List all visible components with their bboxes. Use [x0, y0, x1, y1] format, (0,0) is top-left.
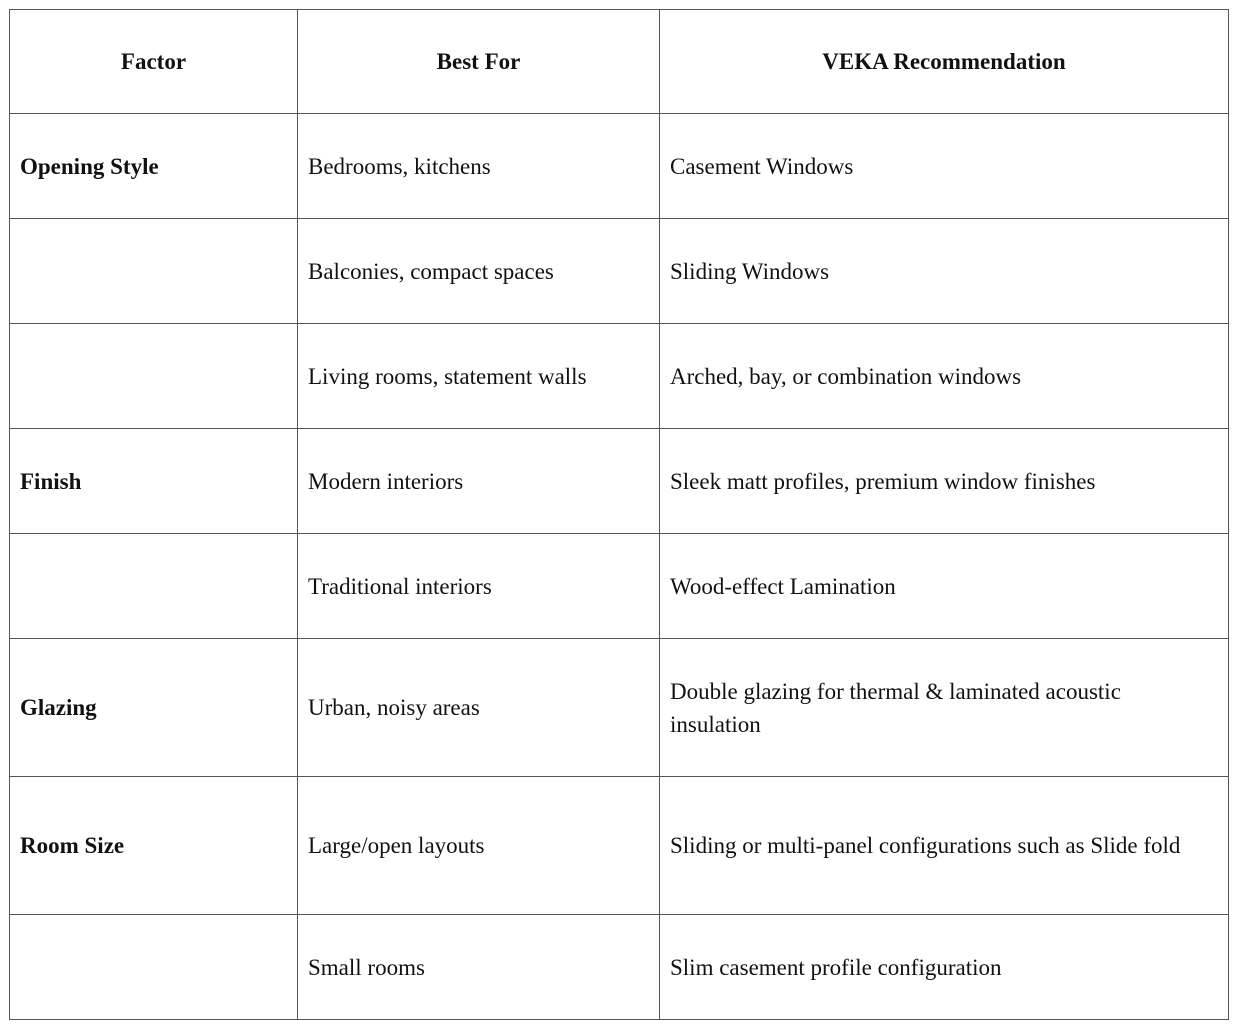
factor-cell: [9, 914, 298, 1020]
best-for-cell: Large/open layouts: [297, 776, 660, 915]
factor-cell: [9, 218, 298, 324]
table-header: Factor Best For VEKA Recommendation: [9, 9, 1229, 114]
best-for-cell: Balconies, compact spaces: [297, 218, 660, 324]
factor-cell: [9, 323, 298, 429]
table-row: Traditional interiors Wood-effect Laminat…: [9, 533, 1229, 639]
recommendation-cell: Double glazing for thermal & laminated a…: [659, 638, 1229, 777]
table-row: Finish Modern interiors Sleek matt profile…: [9, 428, 1229, 534]
best-for-cell: Bedrooms, kitchens: [297, 113, 660, 219]
factor-cell: Room Size: [9, 776, 298, 915]
header-cell: Best For: [297, 9, 660, 114]
header-cell: Factor: [9, 9, 298, 114]
factor-cell: Opening Style: [9, 113, 298, 219]
recommendation-cell: Sliding Windows: [659, 218, 1229, 324]
table-row: Glazing Urban, noisy areas Double glazing …: [9, 638, 1229, 777]
table-row: Living rooms, statement walls Arched, bay…: [9, 323, 1229, 429]
best-for-cell: Urban, noisy areas: [297, 638, 660, 777]
best-for-cell: Living rooms, statement walls: [297, 323, 660, 429]
best-for-cell: Modern interiors: [297, 428, 660, 534]
factor-cell: Glazing: [9, 638, 298, 777]
recommendation-cell: Sliding or multi-panel configurations su…: [659, 776, 1229, 915]
recommendation-table: Factor Best For VEKA Recommendation Openin…: [9, 9, 1229, 1020]
recommendation-cell: Slim casement profile configuration: [659, 914, 1229, 1020]
factor-cell: [9, 533, 298, 639]
recommendation-cell: Wood-effect Lamination: [659, 533, 1229, 639]
table-body: Opening Style Bedrooms, kitchens Casement …: [9, 113, 1229, 1020]
header-cell: VEKA Recommendation: [659, 9, 1229, 114]
table-row: Room Size Large/open layouts Sliding or mu…: [9, 776, 1229, 915]
recommendation-cell: Sleek matt profiles, premium window fini…: [659, 428, 1229, 534]
factor-cell: Finish: [9, 428, 298, 534]
table-row: Balconies, compact spaces Sliding Windows: [9, 218, 1229, 324]
recommendation-cell: Casement Windows: [659, 113, 1229, 219]
best-for-cell: Traditional interiors: [297, 533, 660, 639]
recommendation-cell: Arched, bay, or combination windows: [659, 323, 1229, 429]
table-row: Small rooms Slim casement profile configu…: [9, 914, 1229, 1020]
best-for-cell: Small rooms: [297, 914, 660, 1020]
table-row: Opening Style Bedrooms, kitchens Casement …: [9, 113, 1229, 219]
header-row: Factor Best For VEKA Recommendation: [9, 9, 1229, 114]
